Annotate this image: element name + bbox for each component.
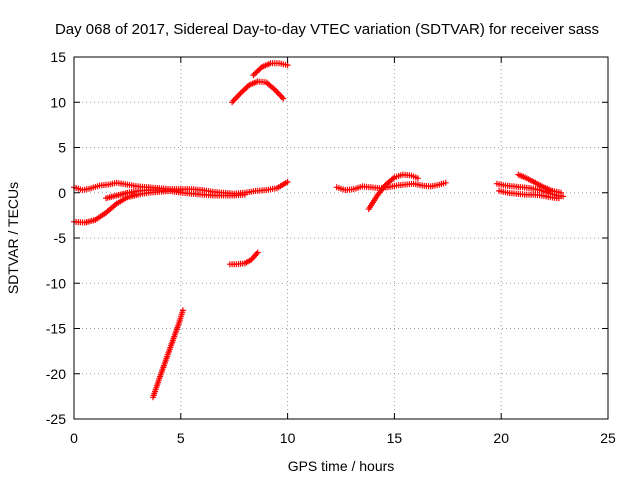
data-point-fill — [254, 68, 261, 74]
x-tick-label: 5 — [177, 430, 185, 446]
data-point — [284, 178, 291, 185]
data-point-fill — [253, 250, 260, 257]
data-points — [71, 60, 567, 401]
data-point — [558, 189, 564, 196]
y-tick-label: -25 — [46, 411, 66, 427]
y-tick-label: -15 — [46, 321, 66, 337]
data-point-fill — [270, 85, 277, 92]
y-tick-label: -20 — [46, 366, 66, 382]
data-point-fill — [256, 66, 263, 73]
y-tick-label: -5 — [54, 230, 67, 246]
chart-title: Day 068 of 2017, Sidereal Day-to-day VTE… — [55, 21, 599, 38]
data-point — [414, 175, 421, 182]
data-point — [241, 191, 248, 198]
data-point — [280, 95, 287, 102]
x-tick-label: 15 — [387, 430, 403, 446]
y-tick-label: 5 — [58, 140, 66, 156]
series-10 — [515, 171, 564, 196]
y-tick-label: 15 — [50, 49, 66, 65]
grid — [74, 57, 608, 419]
data-point-fill — [239, 88, 245, 95]
data-point — [555, 195, 562, 202]
y-tick-label: -10 — [46, 275, 66, 291]
series-4 — [226, 249, 261, 268]
series-5 — [229, 78, 287, 106]
series-9 — [493, 180, 567, 200]
x-tick-label: 25 — [600, 430, 616, 446]
y-tick-label: 0 — [58, 185, 66, 201]
ticks: 0 5 10 15 20 25 -25 -20 -15 -10 -5 0 5 10 15 — [46, 49, 616, 446]
x-tick-label: 20 — [493, 430, 509, 446]
series-3 — [150, 307, 186, 401]
data-point — [442, 179, 449, 186]
series-11 — [496, 187, 562, 202]
y-axis-label: SDTVAR / TECUs — [5, 182, 21, 294]
series-8 — [365, 171, 421, 212]
series-2 — [103, 187, 248, 202]
data-point — [284, 62, 291, 69]
data-point — [179, 307, 186, 314]
x-tick-label: 0 — [70, 430, 78, 446]
data-point — [560, 193, 567, 200]
x-tick-label: 10 — [280, 430, 296, 446]
y-tick-label: 10 — [50, 94, 66, 110]
series-6 — [250, 60, 291, 79]
x-axis-label: GPS time / hours — [288, 458, 395, 474]
data-point-fill — [390, 175, 396, 182]
data-point — [237, 90, 244, 97]
data-point — [254, 249, 261, 256]
